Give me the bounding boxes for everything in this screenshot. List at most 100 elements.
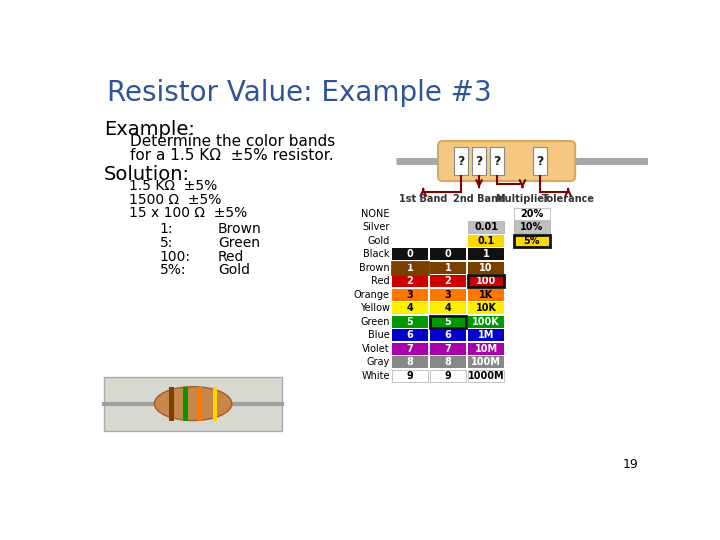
Bar — [472, 147, 486, 175]
Bar — [392, 316, 428, 328]
Bar — [468, 356, 504, 368]
Text: 100: 100 — [476, 276, 496, 286]
Text: 5%:: 5%: — [160, 264, 186, 278]
Text: White: White — [361, 370, 390, 381]
Bar — [468, 262, 504, 274]
Text: 1st Band: 1st Band — [399, 194, 447, 204]
Bar — [169, 387, 174, 421]
Text: 8: 8 — [445, 357, 451, 367]
Text: 6: 6 — [445, 330, 451, 340]
Text: 100:: 100: — [160, 249, 191, 264]
Bar — [514, 235, 549, 247]
Bar — [392, 275, 428, 287]
Text: 7: 7 — [407, 344, 413, 354]
Text: 1: 1 — [407, 263, 413, 273]
Bar — [514, 235, 549, 247]
Text: Resistor Value: Example #3: Resistor Value: Example #3 — [107, 79, 492, 107]
Text: 9: 9 — [445, 370, 451, 381]
Bar — [392, 262, 428, 274]
Bar — [468, 316, 504, 328]
Bar — [468, 248, 504, 260]
Text: Tolerance: Tolerance — [541, 194, 595, 204]
Text: 1500 Ω  ±5%: 1500 Ω ±5% — [129, 193, 221, 207]
Bar — [468, 370, 504, 382]
Bar — [392, 356, 428, 368]
Text: 10: 10 — [480, 263, 492, 273]
Text: 1M: 1M — [478, 330, 494, 340]
Text: Determine the color bands: Determine the color bands — [130, 134, 336, 149]
Bar — [392, 248, 428, 260]
Text: 19: 19 — [623, 458, 639, 471]
Text: Orange: Orange — [354, 290, 390, 300]
Text: Green: Green — [218, 236, 260, 249]
Text: 9: 9 — [407, 370, 413, 381]
Text: 5: 5 — [407, 317, 413, 327]
Text: Gray: Gray — [366, 357, 390, 367]
Text: ?: ? — [493, 154, 500, 167]
Bar — [431, 316, 466, 328]
Bar — [431, 316, 466, 328]
Text: for a 1.5 KΩ  ±5% resistor.: for a 1.5 KΩ ±5% resistor. — [130, 148, 334, 163]
Bar — [431, 262, 466, 274]
Text: 3: 3 — [445, 290, 451, 300]
Bar — [490, 147, 504, 175]
Bar — [197, 387, 202, 421]
Text: 4: 4 — [445, 303, 451, 313]
Bar — [468, 329, 504, 341]
Bar — [392, 302, 428, 314]
Text: 4: 4 — [407, 303, 413, 313]
Text: 1:: 1: — [160, 222, 174, 236]
Bar — [431, 343, 466, 355]
Text: Violet: Violet — [362, 344, 390, 354]
Bar — [468, 343, 504, 355]
Text: Brown: Brown — [218, 222, 261, 236]
Text: 100K: 100K — [472, 317, 500, 327]
Bar — [431, 370, 466, 382]
Text: 7: 7 — [445, 344, 451, 354]
Text: 10K: 10K — [475, 303, 497, 313]
Text: Red: Red — [372, 276, 390, 286]
Text: Blue: Blue — [368, 330, 390, 340]
Bar — [392, 370, 428, 382]
Bar — [392, 289, 428, 301]
Bar — [431, 289, 466, 301]
FancyBboxPatch shape — [438, 141, 575, 181]
Bar — [468, 275, 504, 287]
Text: 100M: 100M — [471, 357, 501, 367]
Text: Red: Red — [218, 249, 244, 264]
Text: 8: 8 — [407, 357, 413, 367]
Text: Multiplier: Multiplier — [495, 194, 549, 204]
Text: 5:: 5: — [160, 236, 173, 249]
Bar — [431, 248, 466, 260]
Text: 2: 2 — [445, 276, 451, 286]
Text: Example:: Example: — [104, 120, 195, 139]
Text: Green: Green — [361, 317, 390, 327]
Bar — [468, 289, 504, 301]
Text: Solution:: Solution: — [104, 165, 190, 184]
Text: ?: ? — [475, 154, 482, 167]
Bar — [183, 387, 188, 421]
Text: 5: 5 — [445, 317, 451, 327]
Bar — [514, 208, 549, 220]
Text: 10%: 10% — [520, 222, 544, 232]
Text: Silver: Silver — [363, 222, 390, 232]
Text: Brown: Brown — [359, 263, 390, 273]
Text: 2: 2 — [407, 276, 413, 286]
Bar — [468, 302, 504, 314]
Bar — [104, 377, 282, 430]
Text: 0: 0 — [407, 249, 413, 259]
Bar — [213, 387, 217, 421]
Ellipse shape — [154, 387, 232, 421]
Text: 0.01: 0.01 — [474, 222, 498, 232]
Text: 6: 6 — [407, 330, 413, 340]
Text: ?: ? — [536, 154, 544, 167]
Text: 2nd Band: 2nd Band — [453, 194, 505, 204]
Text: 1.5 KΩ  ±5%: 1.5 KΩ ±5% — [129, 179, 217, 193]
Text: 5%: 5% — [523, 236, 540, 246]
Bar — [454, 147, 468, 175]
Text: 1: 1 — [482, 249, 490, 259]
Text: 20%: 20% — [520, 209, 544, 219]
Text: 1K: 1K — [479, 290, 493, 300]
Bar — [392, 329, 428, 341]
Bar — [431, 356, 466, 368]
